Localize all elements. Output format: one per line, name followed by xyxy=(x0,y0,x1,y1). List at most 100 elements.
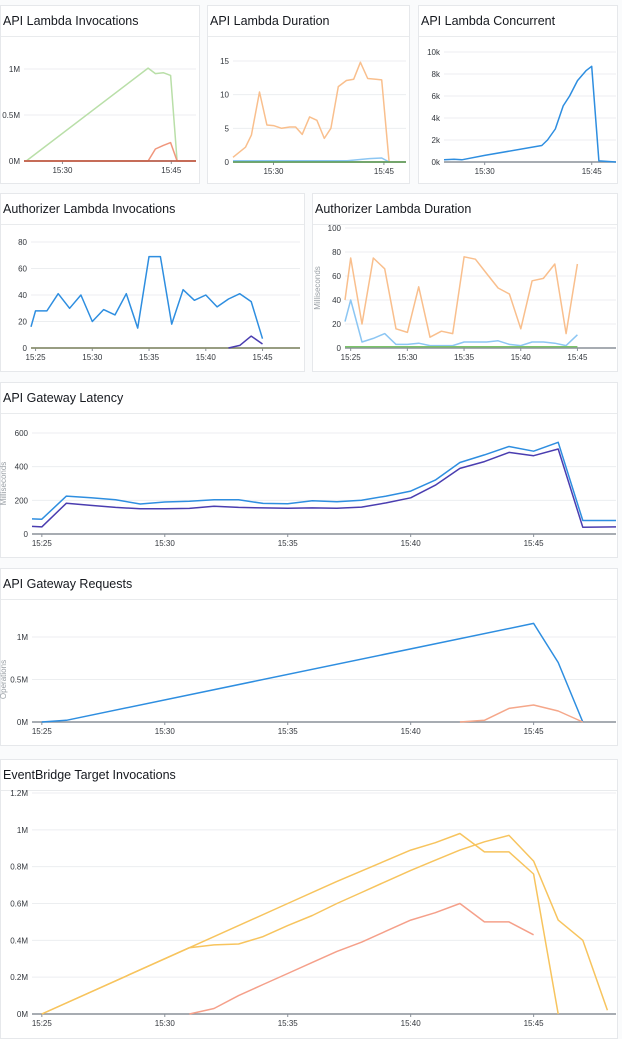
y-tick-label: 1.2M xyxy=(10,789,28,798)
y-tick-label: 0M xyxy=(17,718,28,727)
x-tick-label: 15:30 xyxy=(397,353,418,362)
series-line-2 xyxy=(344,299,578,347)
x-tick-label: 15:30 xyxy=(155,1019,176,1028)
series-line-1 xyxy=(232,61,390,163)
x-tick-label: 15:45 xyxy=(161,166,182,175)
y-tick-label: 0.2M xyxy=(10,973,28,982)
series-line-2 xyxy=(41,834,609,1015)
x-tick-label: 15:45 xyxy=(524,727,545,736)
y-tick-label: 80 xyxy=(18,238,27,247)
y-tick-label: 0M xyxy=(17,1010,28,1019)
y-tick-label: 40 xyxy=(332,296,341,305)
x-tick-label: 15:45 xyxy=(524,1019,545,1028)
x-tick-label: 15:35 xyxy=(454,353,475,362)
x-tick-label: 15:40 xyxy=(511,353,532,362)
x-tick-label: 15:30 xyxy=(263,167,284,176)
panel-title: EventBridge Target Invocations xyxy=(1,760,617,791)
y-tick-label: 200 xyxy=(15,496,29,505)
x-tick-label: 15:30 xyxy=(475,167,496,176)
y-tick-label: 0k xyxy=(432,158,441,167)
x-tick-label: 15:45 xyxy=(253,353,274,362)
x-tick-label: 15:40 xyxy=(401,1019,422,1028)
x-tick-label: 15:30 xyxy=(155,727,176,736)
y-tick-label: 0 xyxy=(24,530,29,539)
x-tick-label: 15:25 xyxy=(32,539,53,548)
panel-title: API Lambda Invocations xyxy=(1,6,199,37)
y-tick-label: 8k xyxy=(432,70,441,79)
panel-title: API Lambda Duration xyxy=(208,6,409,37)
x-tick-label: 15:30 xyxy=(52,166,73,175)
y-tick-label: 80 xyxy=(332,248,341,257)
x-tick-label: 15:35 xyxy=(278,539,299,548)
panel-title: Authorizer Lambda Invocations xyxy=(1,194,304,225)
y-axis-label: Milliseconds xyxy=(0,462,8,506)
series-line-1 xyxy=(41,832,559,1015)
x-tick-label: 15:45 xyxy=(524,539,545,548)
y-axis-label: Milliseconds xyxy=(313,266,322,310)
y-tick-label: 100 xyxy=(328,224,342,233)
series-line-2 xyxy=(233,157,390,163)
x-tick-label: 15:45 xyxy=(582,167,603,176)
x-tick-label: 15:25 xyxy=(32,1019,53,1028)
x-tick-label: 15:35 xyxy=(278,727,299,736)
panel-api-gateway-latency: API Gateway Latency xyxy=(0,382,618,558)
y-tick-label: 0 xyxy=(337,344,342,353)
y-tick-label: 1M xyxy=(9,65,20,74)
panel-api-lambda-concurrent: API Lambda Concurrent xyxy=(418,5,618,184)
y-tick-label: 2k xyxy=(432,136,441,145)
panel-api-gateway-requests: API Gateway Requests xyxy=(0,568,618,746)
x-tick-label: 15:25 xyxy=(341,353,362,362)
series-line-1 xyxy=(443,65,617,163)
x-tick-label: 15:35 xyxy=(139,353,160,362)
series-line-1 xyxy=(41,622,584,723)
x-tick-label: 15:30 xyxy=(155,539,176,548)
y-tick-label: 0 xyxy=(225,158,230,167)
panel-eventbridge-target-invocations: EventBridge Target Invocations xyxy=(0,759,618,1039)
y-axis-label: Operations xyxy=(0,660,8,699)
y-tick-label: 400 xyxy=(15,463,29,472)
y-tick-label: 4k xyxy=(432,114,441,123)
series-line-3 xyxy=(228,335,263,349)
series-line-1 xyxy=(25,67,178,162)
y-tick-label: 0.6M xyxy=(10,900,28,909)
x-tick-label: 15:40 xyxy=(401,539,422,548)
x-tick-label: 15:35 xyxy=(278,1019,299,1028)
y-tick-label: 0 xyxy=(23,344,28,353)
y-tick-label: 10k xyxy=(427,48,441,57)
x-tick-label: 15:45 xyxy=(567,353,588,362)
y-tick-label: 1M xyxy=(17,826,28,835)
y-tick-label: 5 xyxy=(225,124,230,133)
panel-title: API Lambda Concurrent xyxy=(419,6,617,37)
x-tick-label: 15:45 xyxy=(374,167,395,176)
y-tick-label: 6k xyxy=(432,92,441,101)
x-tick-label: 15:25 xyxy=(26,353,47,362)
series-line-1 xyxy=(31,441,616,522)
panel-title: API Gateway Requests xyxy=(1,569,617,600)
series-line-2 xyxy=(24,141,196,162)
y-tick-label: 600 xyxy=(15,429,29,438)
x-tick-label: 15:40 xyxy=(401,727,422,736)
y-tick-label: 60 xyxy=(332,272,341,281)
panel-title: API Gateway Latency xyxy=(1,383,617,414)
series-line-2 xyxy=(459,704,584,723)
y-tick-label: 20 xyxy=(332,320,341,329)
y-tick-label: 0.5M xyxy=(10,676,28,685)
y-tick-label: 0.5M xyxy=(2,111,20,120)
x-tick-label: 15:25 xyxy=(32,727,53,736)
y-tick-label: 10 xyxy=(220,91,229,100)
y-tick-label: 15 xyxy=(220,57,229,66)
x-tick-label: 15:30 xyxy=(82,353,103,362)
series-line-3 xyxy=(189,902,534,1015)
y-tick-label: 40 xyxy=(18,291,27,300)
series-line-1 xyxy=(344,256,579,338)
series-line-2 xyxy=(31,448,617,529)
y-tick-label: 60 xyxy=(18,265,27,274)
y-tick-label: 0.8M xyxy=(10,863,28,872)
series-line-2 xyxy=(30,255,264,339)
x-tick-label: 15:40 xyxy=(196,353,217,362)
panel-authorizer-lambda-invocations: Authorizer Lambda Invocations xyxy=(0,193,305,372)
panel-api-lambda-invocations: API Lambda Invocations xyxy=(0,5,200,184)
y-tick-label: 0M xyxy=(9,157,20,166)
panel-title: Authorizer Lambda Duration xyxy=(313,194,617,225)
